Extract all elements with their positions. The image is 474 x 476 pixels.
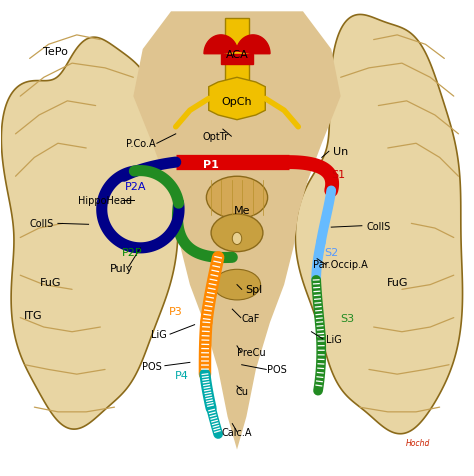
Text: CaF: CaF <box>242 313 260 323</box>
Text: P4: P4 <box>175 370 189 380</box>
Text: TePo: TePo <box>43 47 68 57</box>
Text: LiG: LiG <box>151 329 167 339</box>
Polygon shape <box>295 15 463 434</box>
Polygon shape <box>225 20 249 106</box>
Text: P2P: P2P <box>122 247 143 257</box>
Text: Un: Un <box>333 147 348 157</box>
Text: Cu: Cu <box>235 386 248 396</box>
Text: S3: S3 <box>341 313 355 323</box>
Text: CollS: CollS <box>29 219 54 229</box>
Ellipse shape <box>213 270 261 300</box>
Text: OptTr: OptTr <box>203 132 229 142</box>
Polygon shape <box>204 36 238 55</box>
Text: FuG: FuG <box>40 278 62 288</box>
Text: ITG: ITG <box>24 311 43 320</box>
Ellipse shape <box>206 177 268 219</box>
Text: Calc.A: Calc.A <box>222 427 252 436</box>
Text: P2A: P2A <box>125 181 146 191</box>
Text: ACA: ACA <box>226 50 248 60</box>
Text: Me: Me <box>234 206 250 216</box>
Polygon shape <box>133 12 341 450</box>
Text: Hochd: Hochd <box>406 438 430 447</box>
Polygon shape <box>221 55 253 65</box>
Text: FuG: FuG <box>386 278 408 288</box>
Ellipse shape <box>232 233 242 245</box>
Text: LiG: LiG <box>326 334 341 344</box>
Polygon shape <box>209 78 265 120</box>
Text: POS: POS <box>267 365 287 375</box>
Text: Spl: Spl <box>245 285 262 295</box>
Text: S1: S1 <box>331 169 346 179</box>
Ellipse shape <box>211 215 263 252</box>
Text: P.Co.A: P.Co.A <box>126 139 155 149</box>
Text: OpCh: OpCh <box>222 97 252 107</box>
Polygon shape <box>1 38 178 429</box>
Text: POS: POS <box>142 361 162 371</box>
Text: HippoHead: HippoHead <box>78 195 132 205</box>
Text: Puly: Puly <box>110 264 133 274</box>
Text: P3: P3 <box>169 306 182 316</box>
Text: CollS: CollS <box>366 221 391 231</box>
Text: PreCu: PreCu <box>237 347 265 357</box>
Text: P1: P1 <box>203 160 219 170</box>
Text: Par.Occip.A: Par.Occip.A <box>313 260 368 270</box>
Polygon shape <box>236 36 270 55</box>
Text: S2: S2 <box>324 247 338 257</box>
